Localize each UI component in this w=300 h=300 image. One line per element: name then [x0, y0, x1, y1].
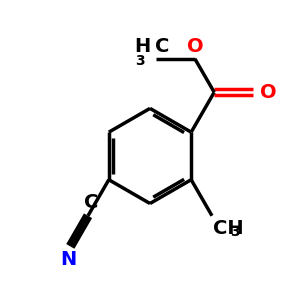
Text: C: C	[155, 38, 169, 56]
Text: CH: CH	[214, 219, 244, 238]
Text: O: O	[187, 38, 204, 56]
Text: O: O	[260, 83, 277, 102]
Text: 3: 3	[135, 54, 145, 68]
Text: 3: 3	[230, 225, 240, 239]
Text: H: H	[135, 38, 151, 56]
Text: C: C	[84, 193, 98, 212]
Text: N: N	[61, 250, 77, 269]
